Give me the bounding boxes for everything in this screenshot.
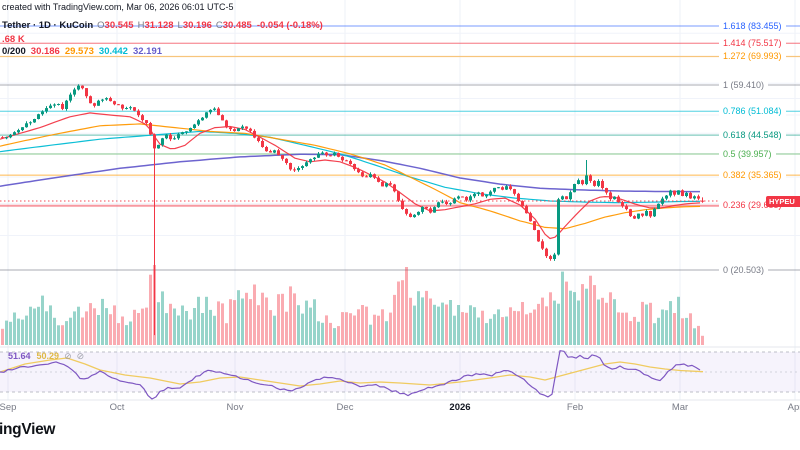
- fib-label-0.382: 0.382 (35.365): [719, 169, 786, 181]
- ma-200-value: 32.191: [132, 46, 163, 57]
- volume-value: .68 K: [2, 34, 25, 45]
- ma-50-value: 29.573: [64, 46, 94, 57]
- fib-label-0.786: 0.786 (51.084): [719, 105, 786, 117]
- close-value: 30.485: [222, 20, 252, 31]
- tradingview-logo: ingView: [0, 421, 56, 438]
- chart-canvas[interactable]: [0, 0, 800, 415]
- fib-label-0: 0 (20.503): [719, 264, 769, 276]
- volume-legend-row: .68 K: [2, 34, 25, 45]
- fib-label-1: 1 (59.410): [719, 79, 769, 91]
- change-value: -0.054 (-0.18%): [256, 20, 323, 31]
- x-axis-label-mar: Mar: [671, 402, 689, 413]
- x-axis-label-sep: Sep: [0, 402, 17, 413]
- fib-label-1.272: 1.272 (69.993): [719, 51, 786, 62]
- symbol-legend-row: Tether · 1D · KuCoin O30.545 H31.128 L30.19…: [2, 20, 323, 31]
- fib-label-0.618: 0.618 (44.548): [719, 129, 786, 141]
- ma-legend-row: 0/200 30.186 29.573 30.442 32.191: [2, 46, 162, 57]
- high-label: H: [137, 20, 145, 31]
- ma-legend-label: 0/200: [2, 46, 26, 57]
- close-label: C: [215, 20, 223, 31]
- open-value: 30.545: [104, 20, 134, 31]
- ma-fast-value: 30.186: [30, 46, 60, 57]
- x-axis-label-apr: Apr: [787, 402, 800, 413]
- x-axis-label-2026: 2026: [449, 402, 471, 413]
- fib-label-1.618: 1.618 (83.455): [719, 20, 786, 32]
- hidden-icon: ⊘: [64, 351, 72, 361]
- hidden-icon: ⊘: [76, 351, 85, 361]
- x-axis-label-feb: Feb: [566, 402, 584, 413]
- x-axis-label-dec: Dec: [336, 402, 354, 413]
- low-label: L: [177, 20, 183, 31]
- rsi-ma-value: 50.29: [36, 351, 60, 361]
- open-label: O: [97, 20, 105, 31]
- fib-label-1.414: 1.414 (75.517): [719, 37, 786, 49]
- x-axis-label-oct: Oct: [109, 402, 125, 413]
- rsi-value: 51.64: [8, 351, 31, 361]
- symbol-title: Tether · 1D · KuCoin: [2, 20, 94, 31]
- attribution-text: created with TradingView.com, Mar 06, 20…: [2, 2, 234, 12]
- rsi-legend-row: 51.64 50.29 ⊘ ⊘: [8, 351, 84, 362]
- fib-label-0.5: 0.5 (39.957): [719, 148, 776, 160]
- ma-100-value: 30.442: [98, 46, 128, 57]
- x-axis-label-nov: Nov: [226, 402, 244, 413]
- symbol-price-badge: HYPEU: [766, 195, 800, 207]
- fib-label-0.236: 0.236 (29.685): [719, 200, 786, 212]
- low-value: 30.196: [182, 20, 212, 31]
- time-axis[interactable]: Sep Oct Nov Dec 2026 Feb Mar Apr: [0, 402, 800, 416]
- high-value: 31.128: [144, 20, 174, 31]
